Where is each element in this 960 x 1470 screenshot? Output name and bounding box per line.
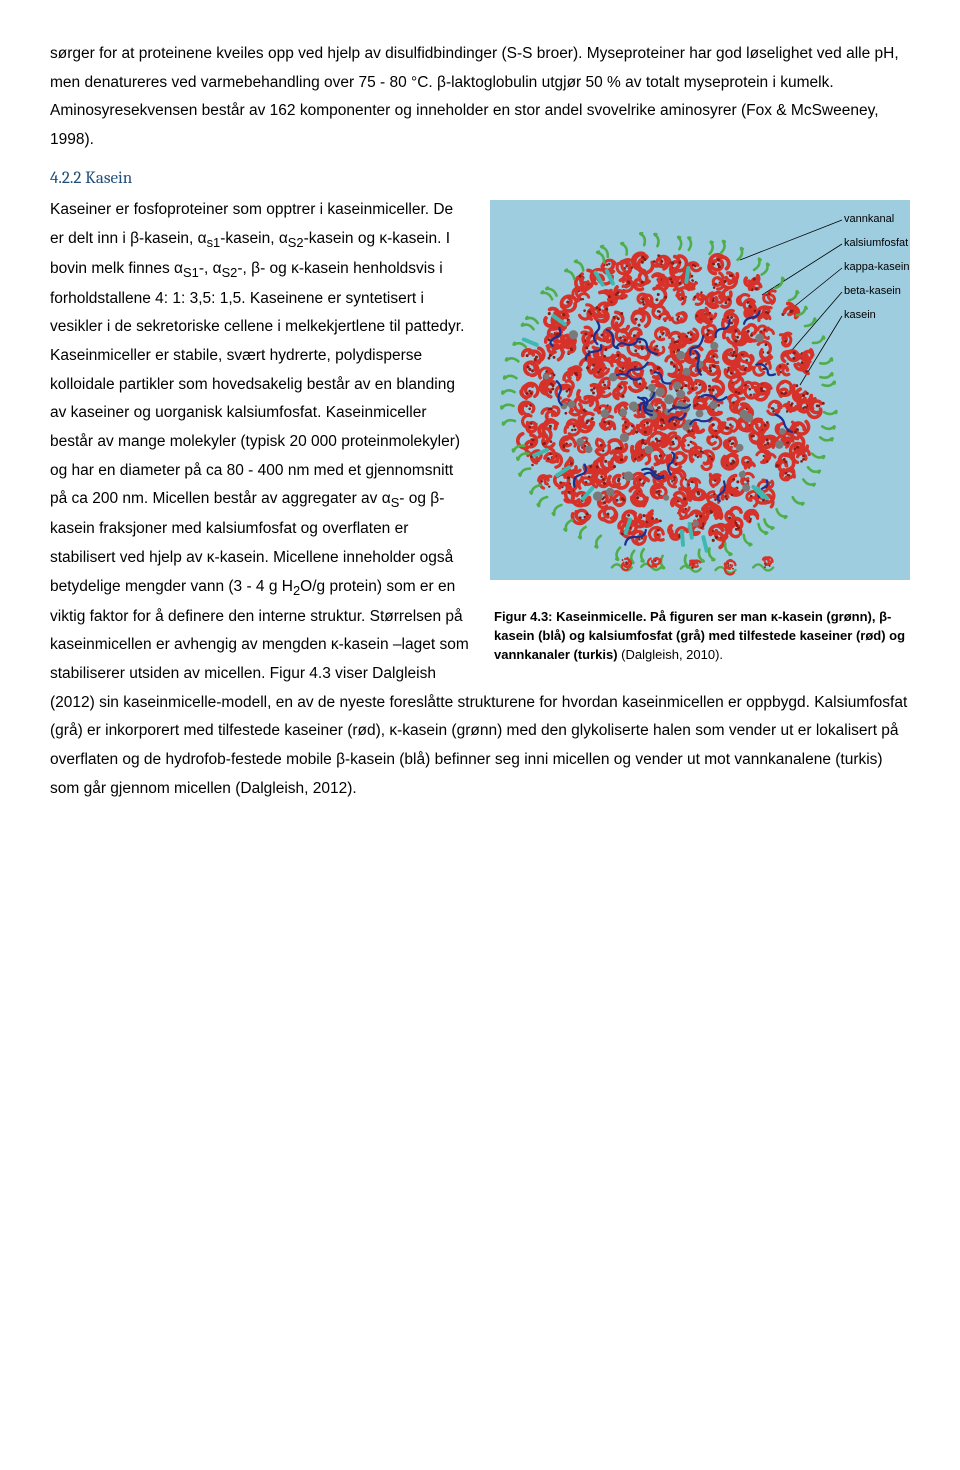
figure-caption: Figur 4.3: Kaseinmicelle. På figuren ser… <box>490 608 910 665</box>
kasein-body: vannkanal kalsiumfosfat kappa-kasein bet… <box>50 196 910 811</box>
label-kappa-kasein: kappa-kasein <box>844 261 909 273</box>
kaseinmicelle-figure: vannkanal kalsiumfosfat kappa-kasein bet… <box>490 200 910 665</box>
label-kalsiumfosfat: kalsiumfosfat <box>844 237 908 249</box>
intro-paragraph: sørger for at proteinene kveiles opp ved… <box>50 40 910 155</box>
label-beta-kasein: beta-kasein <box>844 285 901 297</box>
section-heading-kasein: 4.2.2 Kasein <box>50 163 910 194</box>
figure-caption-source: (Dalgleish, 2010). <box>621 647 723 662</box>
label-kasein: kasein <box>844 309 876 321</box>
label-vannkanal: vannkanal <box>844 213 894 225</box>
kaseinmicelle-diagram: vannkanal kalsiumfosfat kappa-kasein bet… <box>490 200 910 580</box>
